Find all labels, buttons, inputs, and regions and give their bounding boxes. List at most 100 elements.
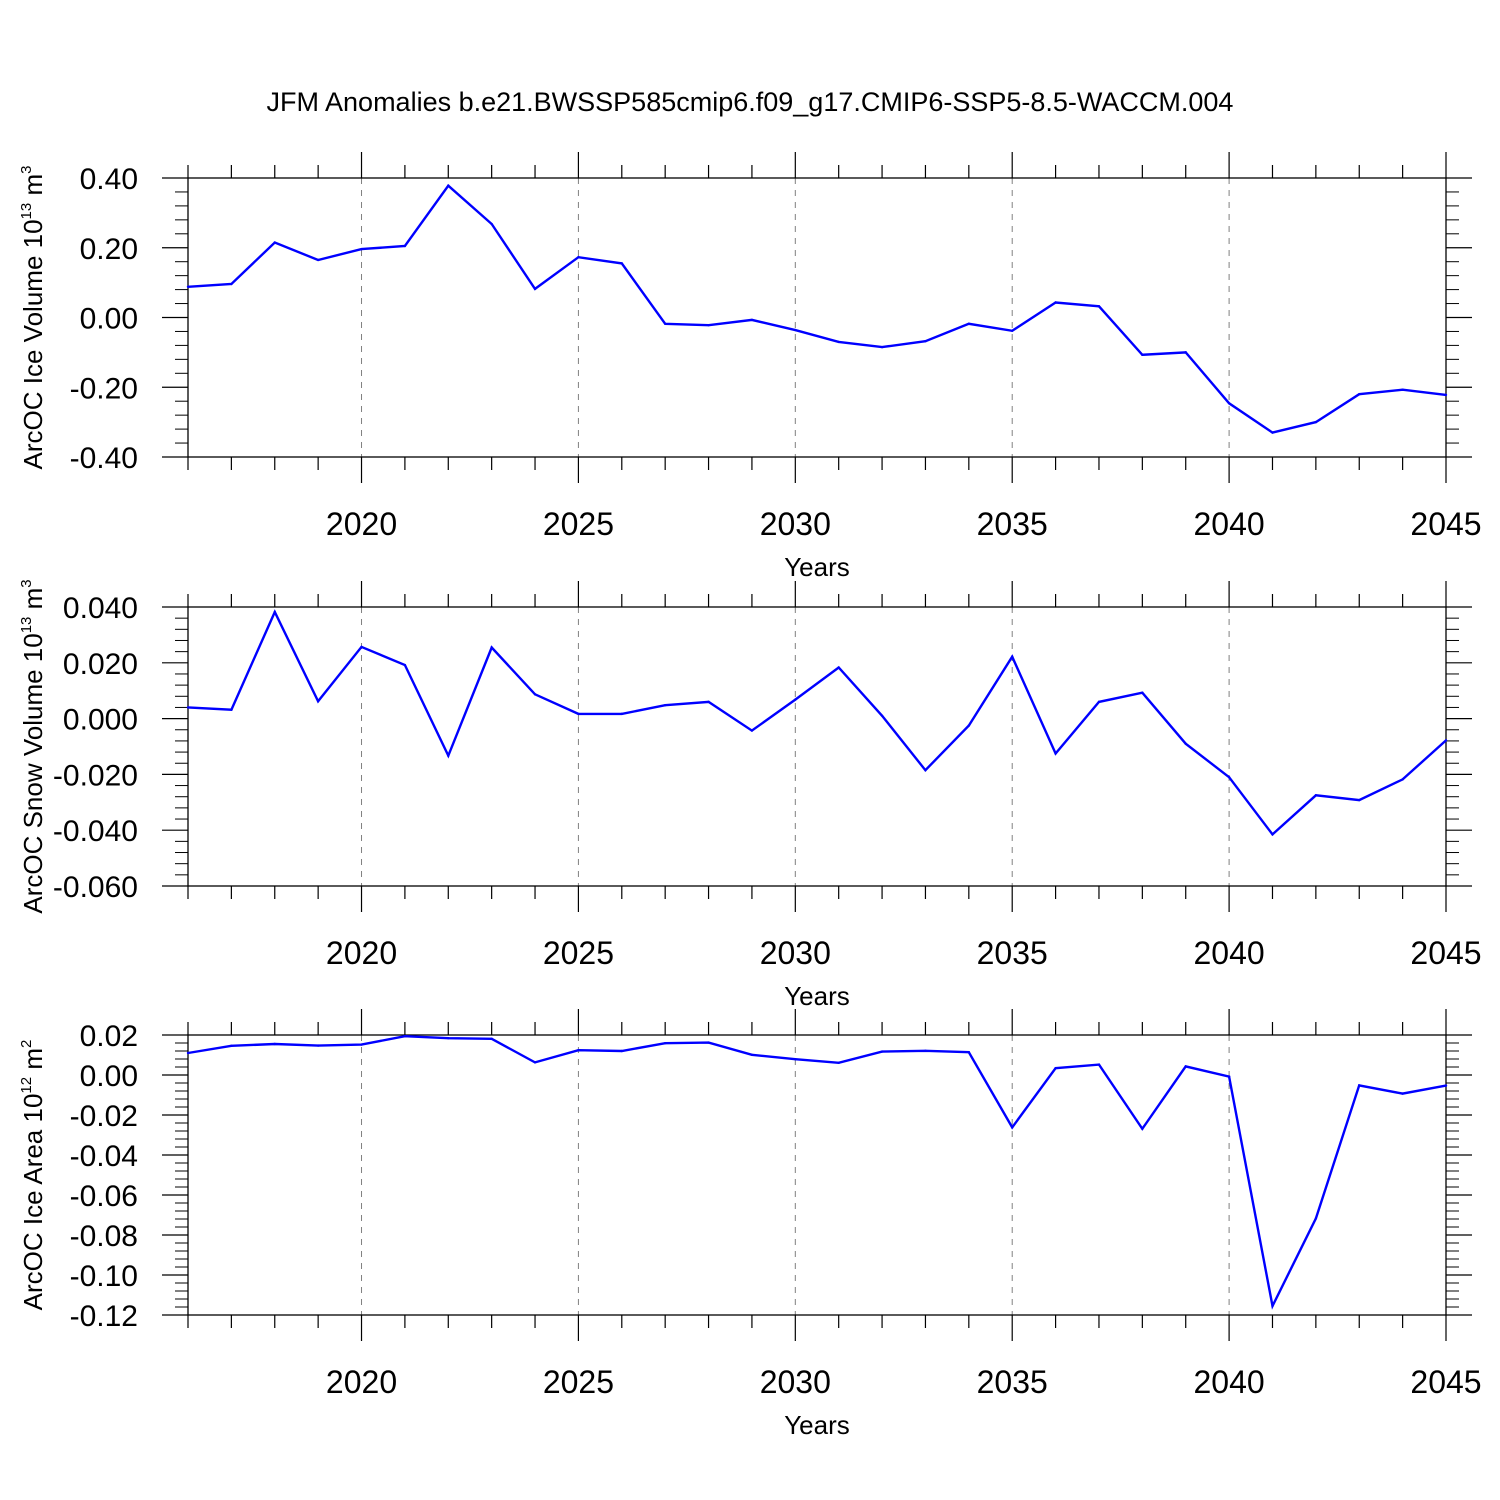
- chart-title: JFM Anomalies b.e21.BWSSP585cmip6.f09_g1…: [267, 87, 1234, 117]
- data-point: [186, 285, 190, 289]
- y-axis-label-superscript: 2: [18, 1040, 35, 1048]
- data-point: [360, 645, 363, 649]
- data-point: [533, 1061, 537, 1064]
- data-point: [316, 258, 320, 262]
- x-tick-label: 2025: [543, 935, 614, 971]
- data-point: [1141, 353, 1144, 357]
- data-point: [230, 708, 233, 711]
- data-point: [620, 1049, 623, 1053]
- y-axis-label-part: m: [18, 1048, 48, 1077]
- x-axis-label: Years: [784, 981, 850, 1011]
- data-point: [1011, 329, 1014, 332]
- panel-1: 2020 2025 2030 2035 2040 2045 -0.40 -0.20 0.00 0.…: [18, 152, 1482, 582]
- data-point: [1444, 739, 1448, 742]
- x-tick-label: 2035: [977, 935, 1048, 971]
- y-tick-label: 0.020: [63, 648, 138, 681]
- x-tick-label: 2030: [760, 506, 831, 542]
- data-point: [316, 1044, 320, 1047]
- data-point: [1401, 388, 1404, 391]
- data-point: [1141, 691, 1144, 694]
- data-point: [1271, 833, 1274, 836]
- data-point: [1444, 393, 1448, 397]
- data-point: [577, 255, 580, 259]
- x-axis-label: Years: [784, 1410, 850, 1440]
- data-point: [794, 328, 797, 332]
- data-point: [1054, 1067, 1057, 1070]
- y-tick-label: -0.08: [70, 1220, 138, 1253]
- data-point: [360, 1043, 363, 1046]
- y-tick-label: -0.12: [70, 1300, 138, 1333]
- x-tick-label: 2025: [543, 1364, 614, 1400]
- data-point: [750, 729, 754, 732]
- data-point: [1184, 742, 1187, 745]
- plot-frame: [187, 177, 1447, 458]
- y-axis-label-part: ArcOC Snow Volume 10: [18, 633, 48, 913]
- data-point: [924, 1049, 927, 1053]
- data-point: [1227, 1075, 1231, 1078]
- data-point: [837, 340, 840, 344]
- data-point: [880, 714, 884, 718]
- data-point: [490, 646, 493, 649]
- y-tick-label: -0.060: [53, 871, 138, 904]
- data-point: [1401, 1092, 1404, 1095]
- data-point: [620, 262, 623, 265]
- data-point: [750, 318, 754, 322]
- y-tick-label: -0.20: [70, 372, 138, 405]
- data-point: [707, 1041, 710, 1044]
- y-axis-label-part: m: [18, 588, 48, 617]
- y-axis-label-part: ArcOC Ice Area 10: [18, 1094, 48, 1311]
- data-point: [1401, 778, 1404, 781]
- x-tick-label: 2040: [1194, 935, 1265, 971]
- data-point: [967, 724, 971, 727]
- x-axis-label: Years: [784, 552, 850, 582]
- data-point: [316, 700, 320, 703]
- data-point: [1227, 775, 1231, 779]
- data-point: [1097, 1063, 1101, 1066]
- plot-frame: [187, 1034, 1447, 1316]
- data-point: [447, 184, 450, 187]
- x-tick-label: 2035: [977, 506, 1048, 542]
- panel-3: 2020 2025 2030 2035 2040 2045 -0.12 -0.10 -0.08 -…: [18, 1009, 1482, 1440]
- data-point: [707, 323, 710, 327]
- y-axis-label: ArcOC Ice Area 1012 m2: [18, 1040, 48, 1311]
- data-point: [273, 1042, 276, 1046]
- x-tick-label: 2040: [1194, 1364, 1265, 1400]
- y-tick-label: -0.10: [70, 1260, 138, 1293]
- data-point: [880, 345, 884, 349]
- y-tick-label: -0.06: [70, 1180, 138, 1213]
- y-axis-label-part: ArcOC Ice Volume 10: [18, 219, 48, 469]
- data-point: [403, 244, 407, 248]
- y-tick-label: 0.040: [63, 592, 138, 625]
- y-tick-label: 0.000: [63, 704, 138, 737]
- data-point: [360, 247, 363, 251]
- panel-2: 2020 2025 2030 2035 2040 2045 -0.060 -0.040 -0.0…: [18, 579, 1482, 1011]
- data-point: [1054, 301, 1057, 304]
- data-point: [837, 666, 840, 669]
- data-point: [186, 706, 190, 709]
- data-point: [1097, 305, 1101, 308]
- y-tick-label: -0.02: [70, 1100, 138, 1133]
- data-point: [707, 700, 710, 704]
- data-point: [794, 1058, 797, 1061]
- x-tick-label: 2045: [1410, 506, 1481, 542]
- data-point: [447, 754, 450, 757]
- plot-frame: [187, 606, 1447, 887]
- y-axis-label-superscript: 3: [18, 579, 35, 587]
- data-point: [533, 693, 537, 696]
- series-line: [187, 1034, 1447, 1310]
- y-tick-label: 0.02: [80, 1020, 138, 1053]
- data-point: [924, 340, 927, 343]
- chart-panels: 2020 2025 2030 2035 2040 2045 -0.40 -0.20 0.00 0.…: [18, 152, 1482, 1440]
- y-tick-label: -0.04: [70, 1140, 138, 1173]
- x-tick-label: 2020: [326, 1364, 397, 1400]
- data-point: [1314, 420, 1318, 424]
- y-tick-label: -0.40: [70, 442, 138, 475]
- data-point: [273, 241, 276, 244]
- y-axis-label-superscript: 13: [18, 203, 35, 220]
- data-point: [403, 663, 407, 667]
- data-point: [1358, 393, 1361, 396]
- x-tick-label: 2020: [326, 935, 397, 971]
- data-point: [620, 712, 623, 716]
- y-tick-label: 0.40: [80, 163, 138, 196]
